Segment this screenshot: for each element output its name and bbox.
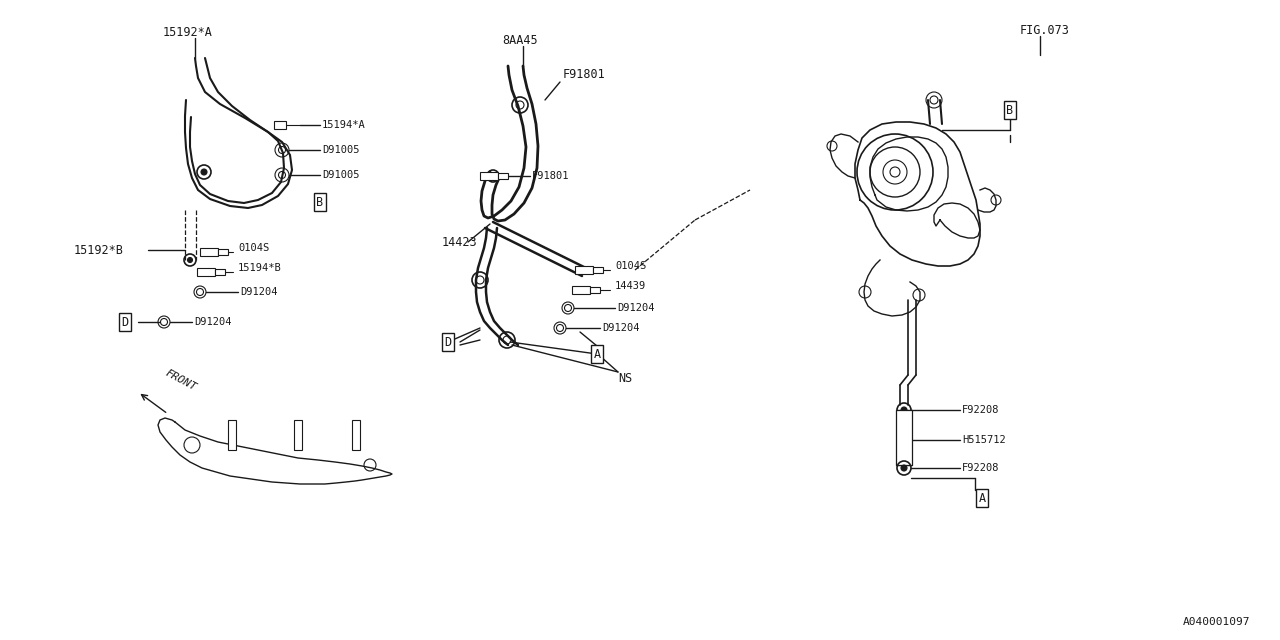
Bar bbox=[218, 249, 228, 255]
Text: D: D bbox=[444, 335, 452, 349]
Bar bbox=[228, 420, 236, 450]
Text: D91005: D91005 bbox=[323, 145, 360, 155]
Text: 15194*B: 15194*B bbox=[238, 263, 282, 273]
Bar bbox=[294, 420, 302, 450]
Text: FRONT: FRONT bbox=[164, 367, 198, 392]
Text: B: B bbox=[316, 195, 324, 209]
Bar bbox=[590, 287, 600, 293]
Bar bbox=[572, 286, 590, 294]
Text: D91005: D91005 bbox=[323, 170, 360, 180]
Text: FIG.073: FIG.073 bbox=[1020, 24, 1070, 36]
Text: D91204: D91204 bbox=[617, 303, 654, 313]
Text: F92208: F92208 bbox=[963, 405, 1000, 415]
Circle shape bbox=[901, 465, 908, 471]
Circle shape bbox=[187, 257, 192, 262]
Text: 0104S: 0104S bbox=[614, 261, 646, 271]
Bar bbox=[896, 410, 911, 465]
Text: D91204: D91204 bbox=[241, 287, 278, 297]
Text: B: B bbox=[1006, 104, 1014, 116]
Text: 14423: 14423 bbox=[442, 236, 477, 248]
Text: H515712: H515712 bbox=[963, 435, 1006, 445]
Bar bbox=[352, 420, 360, 450]
Text: F91801: F91801 bbox=[563, 68, 605, 81]
Bar bbox=[197, 268, 215, 276]
Bar bbox=[593, 267, 603, 273]
Bar bbox=[274, 121, 285, 129]
Text: A: A bbox=[594, 348, 600, 360]
Text: D91204: D91204 bbox=[602, 323, 640, 333]
Text: A040001097: A040001097 bbox=[1183, 617, 1251, 627]
Text: 15194*A: 15194*A bbox=[323, 120, 366, 130]
Bar bbox=[498, 173, 508, 179]
Text: 15192*B: 15192*B bbox=[74, 243, 124, 257]
Bar bbox=[575, 266, 593, 274]
Text: D: D bbox=[122, 316, 128, 328]
Bar bbox=[200, 248, 218, 256]
Bar bbox=[215, 269, 225, 275]
Text: A: A bbox=[978, 492, 986, 504]
Text: 0104S: 0104S bbox=[238, 243, 269, 253]
Text: D91204: D91204 bbox=[195, 317, 232, 327]
Text: 8AA45: 8AA45 bbox=[502, 33, 538, 47]
Text: NS: NS bbox=[618, 371, 632, 385]
Text: 15192*A: 15192*A bbox=[163, 26, 212, 38]
Text: F92208: F92208 bbox=[963, 463, 1000, 473]
Text: F91801: F91801 bbox=[532, 171, 570, 181]
Circle shape bbox=[901, 407, 908, 413]
Text: 14439: 14439 bbox=[614, 281, 646, 291]
Circle shape bbox=[201, 169, 207, 175]
Bar bbox=[480, 172, 498, 180]
